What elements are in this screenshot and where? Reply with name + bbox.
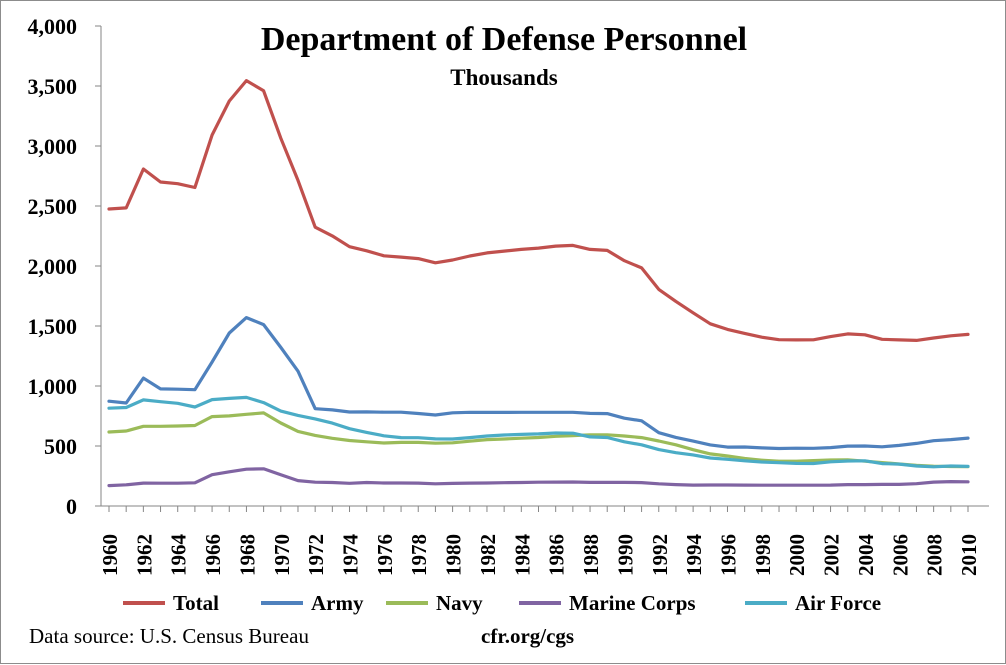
legend-item-air-force: Air Force [745, 589, 881, 617]
x-tick-label: 2000 [785, 534, 809, 576]
x-tick-label: 1998 [751, 534, 775, 576]
x-tick-label: 1986 [545, 534, 569, 576]
y-tick-label: 2,500 [28, 194, 78, 219]
x-tick-label: 1994 [682, 534, 706, 577]
legend-swatch-army [261, 601, 303, 605]
x-tick-label: 2008 [923, 534, 947, 576]
y-tick-label: 500 [44, 434, 77, 459]
x-tick-label: 2010 [957, 534, 981, 576]
data-source-note: Data source: U.S. Census Bureau [29, 624, 309, 648]
legend-swatch-total [123, 601, 165, 605]
legend-swatch-air-force [745, 601, 787, 605]
x-axis-ticks: 1960 1962 1964 1966 1968 1970 1972 1974 1976 1978… [98, 506, 981, 576]
x-tick-label: 1990 [613, 534, 637, 576]
x-tick-label: 1968 [235, 534, 259, 576]
series-line-total [107, 78, 970, 342]
series-line-air-force [107, 395, 970, 469]
legend-item-marine-corps: Marine Corps [519, 589, 696, 617]
series-line-navy [107, 411, 970, 469]
legend-label-army: Army [311, 590, 364, 615]
x-tick-label: 1996 [716, 534, 740, 576]
legend-swatch-navy [386, 601, 428, 605]
x-tick-label: 1980 [442, 534, 466, 576]
legend-item-total: Total [123, 589, 219, 617]
y-tick-label: 1,500 [28, 314, 78, 339]
website-credit: cfr.org/cgs [481, 624, 575, 648]
legend-item-navy: Navy [386, 589, 483, 617]
x-tick-label: 1962 [132, 534, 156, 576]
y-tick-label: 4,000 [28, 14, 78, 39]
x-tick-label: 2002 [820, 534, 844, 576]
y-tick-label: 3,500 [28, 74, 78, 99]
y-tick-label: 3,000 [28, 134, 78, 159]
x-tick-label: 1976 [373, 534, 397, 576]
legend-label-total: Total [173, 590, 219, 615]
x-tick-label: 2006 [888, 534, 912, 576]
legend-label-marine-corps: Marine Corps [569, 590, 696, 615]
y-tick-label: 1,000 [28, 374, 78, 399]
series-line-army [107, 316, 970, 451]
legend-item-army: Army [261, 589, 363, 617]
x-tick-label: 1966 [201, 534, 225, 576]
x-tick-label: 1982 [476, 534, 500, 576]
series-lines [107, 78, 970, 488]
x-tick-label: 1972 [304, 534, 328, 576]
x-tick-label: 1974 [339, 534, 363, 577]
x-tick-label: 1978 [407, 534, 431, 576]
series-line-marine-corps [107, 467, 970, 488]
y-tick-label: 2,000 [28, 254, 78, 279]
legend-label-air-force: Air Force [795, 590, 882, 615]
y-axis-ticks: 0 500 1,000 1,500 2,000 2,500 3,000 3,500 4,000 [28, 14, 101, 519]
chart-title: Department of Defense Personnel [260, 21, 748, 58]
legend-label-navy: Navy [436, 590, 483, 615]
x-tick-label: 2004 [854, 534, 878, 577]
x-tick-label: 1992 [648, 534, 672, 576]
y-tick-label: 0 [66, 494, 77, 519]
x-tick-label: 1984 [510, 534, 534, 577]
chart-subtitle: Thousands [450, 65, 558, 90]
x-tick-label: 1964 [167, 534, 191, 577]
x-tick-label: 1960 [98, 534, 122, 576]
x-tick-label: 1988 [579, 534, 603, 576]
x-tick-label: 1970 [270, 534, 294, 576]
legend-swatch-marine-corps [519, 601, 561, 605]
